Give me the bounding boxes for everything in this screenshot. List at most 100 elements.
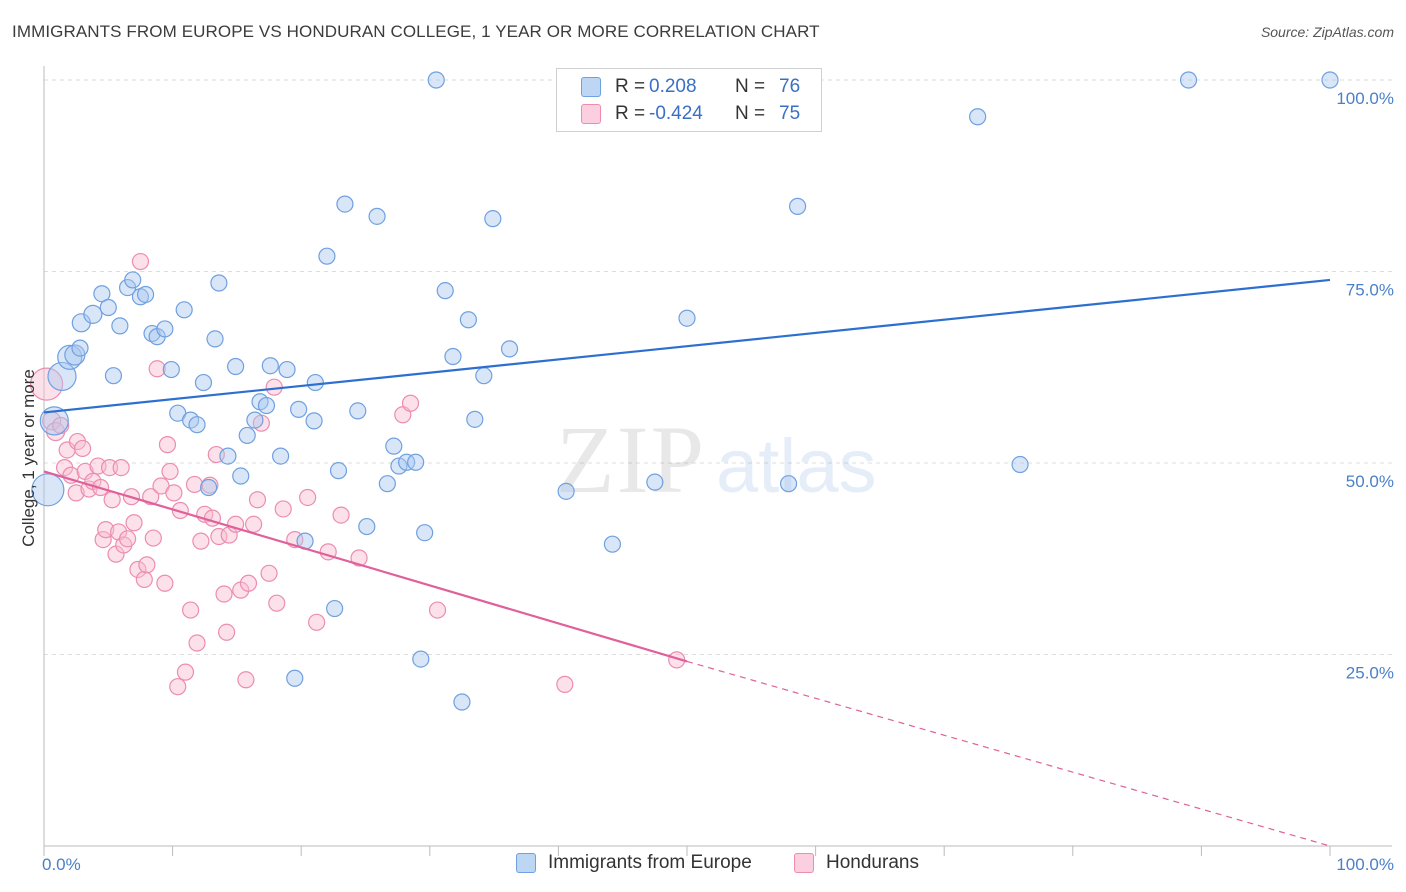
legend-r-label: R = <box>615 76 646 97</box>
europe-point <box>210 274 228 292</box>
europe-point <box>427 71 445 89</box>
europe-point <box>1011 455 1029 474</box>
chart-title: IMMIGRANTS FROM EUROPE VS HONDURAN COLLE… <box>12 22 820 41</box>
y-tick-label: 25.0% <box>1346 664 1394 683</box>
honduran-point <box>308 613 326 631</box>
honduran-point <box>67 484 85 502</box>
honduran-point <box>245 515 263 533</box>
europe-point <box>232 467 250 485</box>
trendlines <box>43 278 1331 847</box>
honduran-point <box>148 360 166 378</box>
honduran-point <box>158 436 177 454</box>
legend-label-immigrants: Immigrants from Europe <box>548 852 752 873</box>
europe-point <box>557 482 575 500</box>
europe-point <box>779 475 798 493</box>
honduran-point <box>556 675 574 693</box>
europe-point <box>412 650 430 668</box>
europe-point <box>104 367 123 385</box>
legend-label-hondurans: Hondurans <box>826 852 919 873</box>
honduran-point <box>94 530 112 549</box>
europe-point <box>162 360 180 379</box>
europe-point <box>306 373 324 392</box>
europe-point <box>83 304 103 324</box>
europe-point <box>358 517 376 536</box>
europe-point <box>71 339 89 357</box>
honduran-point <box>182 601 200 619</box>
immigrants-from-europe-points <box>31 71 1339 711</box>
honduran-point <box>171 501 189 520</box>
legend-n-label: N = <box>735 103 766 124</box>
europe-point <box>349 402 367 420</box>
europe-point <box>246 411 264 429</box>
honduran-point <box>260 564 278 582</box>
legend-r-value: 0.208 <box>649 76 697 97</box>
legend-swatch-pink <box>794 853 814 873</box>
y-tick-label: 50.0% <box>1346 472 1394 491</box>
honduran-point <box>29 367 64 401</box>
europe-point <box>39 406 69 436</box>
honduran-point <box>131 252 150 271</box>
europe-trendline <box>43 278 1331 414</box>
europe-point <box>678 309 696 327</box>
europe-point <box>272 447 290 465</box>
honduran-point <box>188 634 206 652</box>
europe-point <box>444 347 462 366</box>
europe-point <box>57 344 83 370</box>
europe-point <box>238 426 256 445</box>
y-axis-label: College, 1 year or more <box>19 369 38 547</box>
europe-point <box>329 462 348 480</box>
honduran-point <box>215 585 233 603</box>
europe-point <box>603 535 622 553</box>
watermark-atlas: atlas <box>716 424 877 509</box>
grid-lines <box>44 79 1392 655</box>
honduran-point <box>185 475 204 494</box>
honduran-point <box>129 560 147 579</box>
honduran-point <box>112 458 130 477</box>
europe-point <box>219 447 237 465</box>
honduran-point <box>165 484 183 502</box>
y-tick-label: 75.0% <box>1346 281 1394 300</box>
legend-swatch-pink <box>581 104 601 124</box>
honduran-point <box>144 529 162 547</box>
europe-point <box>475 367 493 385</box>
honduran-point <box>135 570 153 589</box>
europe-point <box>305 412 323 430</box>
axes <box>43 66 1392 856</box>
honduran-trendline-extension <box>686 660 1331 847</box>
x-tick-label: 0.0% <box>42 855 81 874</box>
honduran-point <box>169 678 187 696</box>
x-tick-label: 100.0% <box>1336 855 1394 874</box>
honduran-point <box>97 521 115 539</box>
honduran-point <box>401 394 420 412</box>
europe-point <box>278 360 296 379</box>
source-label: Source: ZipAtlas.com <box>1260 24 1394 40</box>
honduran-point <box>332 506 350 524</box>
europe-point <box>175 301 193 319</box>
honduran-point <box>248 491 267 509</box>
europe-point <box>1321 71 1339 89</box>
europe-point <box>156 320 174 338</box>
europe-point <box>336 195 354 213</box>
y-tick-label: 100.0% <box>1336 89 1394 108</box>
europe-point <box>206 330 224 348</box>
legend-n-value: 75 <box>779 103 801 124</box>
honduran-point <box>125 514 143 532</box>
honduran-point <box>239 574 258 592</box>
europe-point <box>466 410 484 428</box>
europe-point <box>227 357 245 376</box>
europe-point <box>290 400 308 418</box>
legend-swatch-blue <box>516 853 536 873</box>
europe-point <box>136 285 155 304</box>
watermark: ZIP atlas <box>556 406 877 513</box>
honduran-point <box>237 671 255 689</box>
europe-point <box>390 457 408 475</box>
europe-point <box>436 282 454 300</box>
europe-point <box>93 285 111 303</box>
europe-point <box>484 210 502 228</box>
europe-point <box>194 373 213 392</box>
y-tick-labels: 25.0% 50.0% 75.0% 100.0% <box>1336 89 1394 683</box>
honduran-point <box>274 500 292 518</box>
europe-point <box>407 453 425 471</box>
europe-point <box>257 396 276 415</box>
